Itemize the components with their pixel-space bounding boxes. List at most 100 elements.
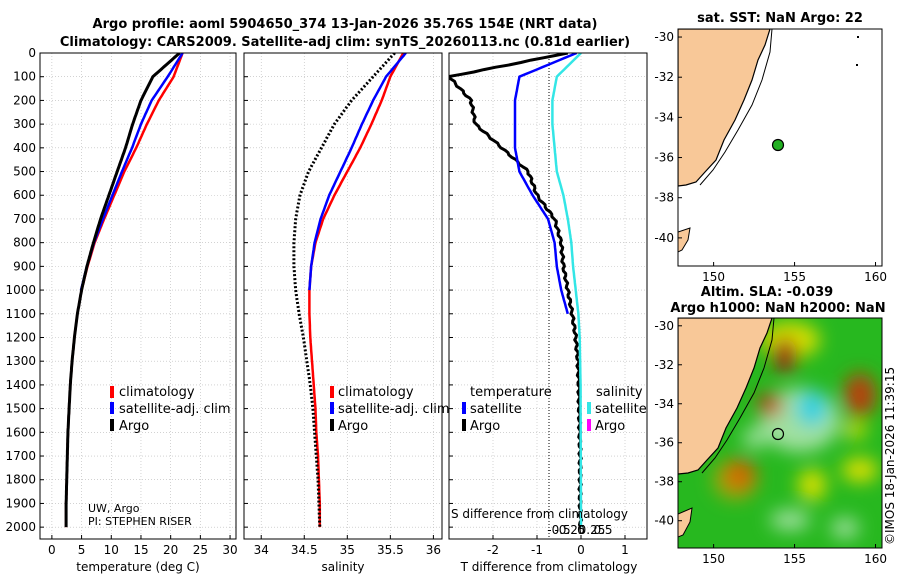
sla-map-frame: [677, 317, 883, 549]
annotation-pi: PI: STEPHEN RISER: [88, 515, 192, 528]
ytick-label: 1500: [5, 402, 36, 416]
map-ytick-label: -32: [654, 70, 674, 84]
legend-title-temperature: temperature: [470, 385, 552, 400]
map-ytick-label: -40: [654, 514, 674, 528]
legend-swatch-argo: [110, 419, 114, 431]
title-line-2: Climatology: CARS2009. Satellite-adj cli…: [60, 35, 630, 50]
series-temperature-satellite: [513, 53, 578, 315]
map-ytick-label: -36: [654, 151, 674, 165]
xtick-label: -2: [487, 543, 499, 557]
ytick-label: 300: [13, 117, 36, 131]
sla-land: [678, 318, 773, 475]
legend-label-climatology-s: climatology: [338, 385, 414, 400]
map-xtick-label: 150: [702, 270, 725, 284]
ytick-label: 1700: [5, 449, 36, 463]
ytick-label: 1000: [5, 283, 36, 297]
x2tick-label: 0.5: [593, 523, 612, 537]
ytick-label: 500: [13, 165, 36, 179]
legend-label-s-argo: Argo: [595, 419, 625, 434]
sst-land: [678, 29, 771, 187]
xtick-label: 5: [78, 543, 86, 557]
map-ytick-label: -38: [654, 475, 674, 489]
salinity-xlabel: salinity: [321, 560, 364, 574]
ytick-label: 1800: [5, 473, 36, 487]
xtick-label: 35: [340, 543, 355, 557]
xtick-label: 25: [193, 543, 208, 557]
ytick-label: 800: [13, 236, 36, 250]
map-ytick-label: -30: [654, 30, 674, 44]
sst-map-title: sat. SST: NaN Argo: 22: [697, 11, 863, 26]
xtick-label: 15: [133, 543, 148, 557]
legend-swatch-t-argo: [462, 419, 466, 431]
legend-swatch-satellite: [110, 402, 114, 414]
xtick-label: 0: [577, 543, 585, 557]
difference-x2label: S difference from climatology: [451, 507, 628, 521]
legend-label-argo-s: Argo: [338, 419, 368, 434]
xtick-label: 20: [163, 543, 178, 557]
sla-land-south: [678, 507, 693, 538]
ytick-label: 1100: [5, 307, 36, 321]
legend-swatch-t-satellite: [462, 402, 466, 414]
ytick-label: 1200: [5, 330, 36, 344]
sla-map-title-1: Altim. SLA: -0.039: [701, 285, 833, 300]
map-xtick-label: 160: [864, 552, 887, 566]
sla-contour: [701, 318, 775, 474]
ytick-label: 900: [13, 259, 36, 273]
xtick-label: -1: [531, 543, 543, 557]
ytick-label: 600: [13, 188, 36, 202]
legend-swatch-climatology: [110, 386, 114, 398]
difference-panel: -2 -1 0 1 T difference from climatology S d…: [448, 52, 648, 574]
ytick-label: 700: [13, 212, 36, 226]
xtick-label: 30: [222, 543, 237, 557]
x2tick-label: -0.5: [547, 523, 570, 537]
map-ytick-label: -34: [654, 397, 674, 411]
ytick-label: 400: [13, 141, 36, 155]
xtick-label: 10: [104, 543, 119, 557]
legend-label-t-argo: Argo: [470, 419, 500, 434]
map-xtick-label: 160: [864, 270, 887, 284]
temperature-axes-frame: [39, 52, 237, 540]
imos-footer: ©IMOS 18-Jan-2026 11:39:15: [883, 367, 897, 545]
ytick-label: 1900: [5, 496, 36, 510]
sla-field: [690, 322, 878, 538]
map-ytick-label: -40: [654, 231, 674, 245]
xtick-label: 34.5: [291, 543, 318, 557]
map-ytick-label: -32: [654, 358, 674, 372]
legend-swatch-satellite-s: [330, 402, 334, 414]
legend-label-t-satellite: satellite: [470, 402, 522, 417]
legend-title-salinity: salinity: [596, 385, 643, 400]
sst-argo-marker: [771, 138, 785, 152]
title-line-1: Argo profile: aoml 5904650_374 13-Jan-20…: [93, 17, 598, 32]
map-ytick-label: -38: [654, 191, 674, 205]
xtick-label: 36: [426, 543, 441, 557]
ytick-label: 2000: [5, 520, 36, 534]
sst-map: sat. SST: NaN Argo: 22 -30 -32 -34 -36 -38 -4…: [654, 11, 887, 284]
map-ytick-label: -36: [654, 436, 674, 450]
legend-label-s-satellite: satellite: [595, 402, 647, 417]
series-satellite-adj-clim: [308, 53, 407, 291]
ytick-label: 1600: [5, 425, 36, 439]
xtick-label: 34: [254, 543, 269, 557]
sla-map: Altim. SLA: -0.039 Argo h1000: NaN h2000…: [654, 285, 887, 566]
legend-label-satellite-s: satellite-adj. clim: [338, 402, 450, 417]
series-argo: [64, 53, 181, 528]
legend-label-satellite: satellite-adj. clim: [119, 402, 231, 417]
map-ytick-label: -30: [654, 319, 674, 333]
legend-label-argo: Argo: [119, 419, 149, 434]
xtick-label: 1: [621, 543, 629, 557]
ytick-label: 200: [13, 93, 36, 107]
ytick-label: 0: [28, 46, 36, 60]
map-ytick-label: -34: [654, 110, 674, 124]
ytick-label: 1400: [5, 378, 36, 392]
sla-map-title-2: Argo h1000: NaN h2000: NaN: [670, 301, 885, 316]
map-xtick-label: 155: [783, 270, 806, 284]
series-salinity-satellite: [551, 53, 583, 528]
legend-swatch-s-satellite: [587, 402, 591, 414]
x2tick-label: 0.25: [579, 523, 606, 537]
ytick-label: 100: [13, 70, 36, 84]
xtick-label: 35.5: [377, 543, 404, 557]
sla-argo-marker: [771, 427, 785, 441]
map-xtick-label: 155: [783, 552, 806, 566]
temperature-xlabel: temperature (deg C): [76, 560, 199, 574]
